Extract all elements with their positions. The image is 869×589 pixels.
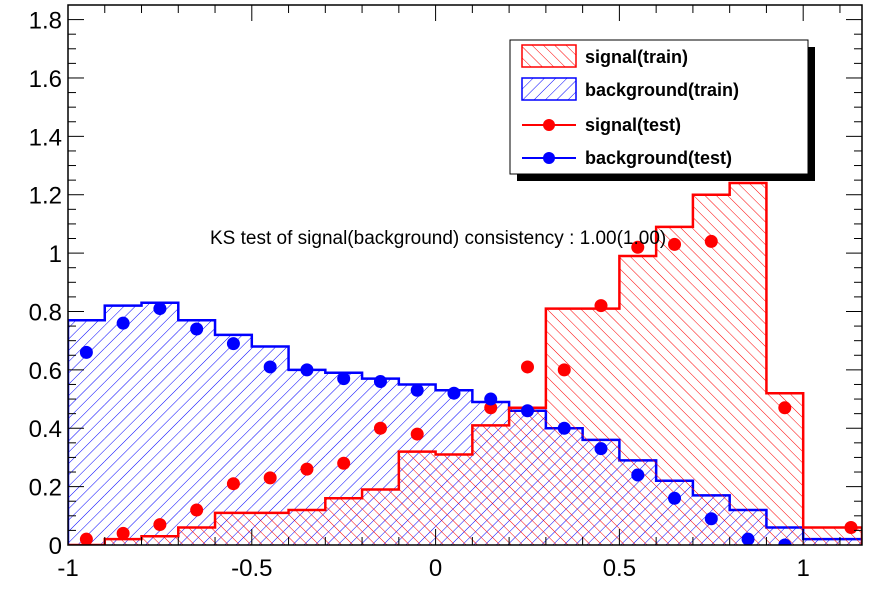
signal-test-point [190, 503, 204, 517]
legend-marker-background-test [543, 152, 555, 164]
signal-test-point [300, 462, 314, 476]
signal-train-bar [766, 393, 804, 545]
background-test-point [557, 421, 571, 435]
plot-frame [67, 4, 863, 546]
y-tick-label: 0.4 [29, 416, 62, 443]
signal-test-point [116, 526, 130, 540]
y-tick-label: 0.6 [29, 358, 62, 385]
signal-test-point [594, 299, 608, 313]
signal-train-bar [104, 539, 142, 545]
signal-train-bar [509, 407, 546, 545]
legend-entry-background-test: background(test) [522, 148, 732, 168]
signal-train-bar [803, 527, 840, 545]
x-tick-label: 1 [797, 555, 810, 582]
background-train-bar [215, 334, 252, 545]
background-test-point [778, 538, 792, 545]
legend: signal(train) background(train) signal(t… [509, 39, 815, 181]
background-test-point [594, 442, 608, 456]
background-test-point [300, 363, 314, 377]
background-train-bar [104, 305, 142, 545]
signal-test-point [263, 471, 277, 485]
y-tick-label: 1.8 [29, 8, 62, 35]
signal-train-bar [472, 425, 510, 545]
signal-test-point [844, 520, 858, 534]
signal-train-bar [582, 308, 620, 545]
legend-label-background-train: background(train) [585, 80, 739, 100]
signal-test-point [668, 237, 682, 251]
signal-test-point [226, 477, 240, 491]
signal-train-bar [435, 454, 473, 545]
legend-entry-signal-test: signal(test) [522, 115, 681, 135]
legend-label-signal-test: signal(test) [585, 115, 681, 135]
legend-entry-background-train: background(train) [521, 77, 739, 101]
signal-train-bar [398, 451, 436, 545]
signal-test-point [79, 532, 93, 545]
signal-test-point [778, 401, 792, 415]
signal-train-bar [325, 498, 363, 545]
legend-marker-signal-test [543, 119, 555, 131]
y-tick-label: 1 [49, 241, 62, 268]
background-test-point [116, 316, 130, 330]
legend-entry-signal-train: signal(train) [521, 44, 688, 68]
x-tick-label: 0 [429, 555, 442, 582]
y-tick-label: 0.8 [29, 299, 62, 326]
legend-swatch-background-train [521, 77, 577, 101]
signal-train-bar [178, 527, 216, 545]
y-tick-label: 1.2 [29, 183, 62, 210]
background-test-point [410, 383, 424, 397]
signal-train-bar [288, 509, 326, 545]
background-test-point [631, 468, 645, 482]
background-test-point [263, 360, 277, 374]
y-tick-label: 1.4 [29, 124, 62, 151]
x-tick-label: 0.5 [603, 555, 636, 582]
signal-test-point [337, 456, 351, 470]
legend-label-signal-train: signal(train) [585, 47, 688, 67]
signal-train-outline [68, 181, 862, 545]
legend-label-background-test: background(test) [585, 148, 732, 168]
background-test-point [704, 512, 718, 526]
background-test-point [741, 532, 755, 545]
legend-swatch-signal-train [521, 44, 577, 68]
signal-train-bar [619, 256, 657, 545]
y-tick-label: 1.6 [29, 66, 62, 93]
x-tick-label: -0.5 [231, 555, 272, 582]
signal-test-point [631, 240, 645, 254]
signal-test-point [520, 360, 534, 374]
background-test-point [190, 322, 204, 336]
signal-train-bar [251, 512, 289, 545]
background-test-point [337, 372, 351, 386]
x-tick-label: -1 [57, 555, 78, 582]
background-test-point [373, 375, 387, 389]
background-test-point [226, 337, 240, 351]
signal-train-bar [729, 183, 767, 545]
signal-test-point [410, 427, 424, 441]
background-test-point [520, 404, 534, 418]
signal-train-bar [692, 194, 730, 545]
signal-train-bar [839, 527, 862, 545]
background-test-point [668, 491, 682, 505]
plot-area: -1 -0.5 0 0.5 1 0 0.2 0.4 0.6 0.8 1 1.2 1.4 1.6 1.8 [29, 4, 863, 582]
background-test-point [79, 345, 93, 359]
y-tick-label: 0 [49, 533, 62, 560]
signal-train-bar [362, 489, 399, 545]
signal-train-bar [215, 512, 252, 545]
signal-test-point [373, 421, 387, 435]
background-test-point [447, 386, 461, 400]
signal-test-point [704, 234, 718, 248]
background-train-bar [141, 302, 179, 545]
background-test-point [484, 392, 498, 406]
y-tick-label: 0.2 [29, 475, 62, 502]
background-test-point [153, 302, 167, 316]
signal-test-point [557, 363, 571, 377]
signal-test-point [153, 518, 167, 532]
ks-annotation: KS test of signal(background) consistenc… [210, 228, 666, 249]
signal-train-bar [141, 536, 179, 545]
